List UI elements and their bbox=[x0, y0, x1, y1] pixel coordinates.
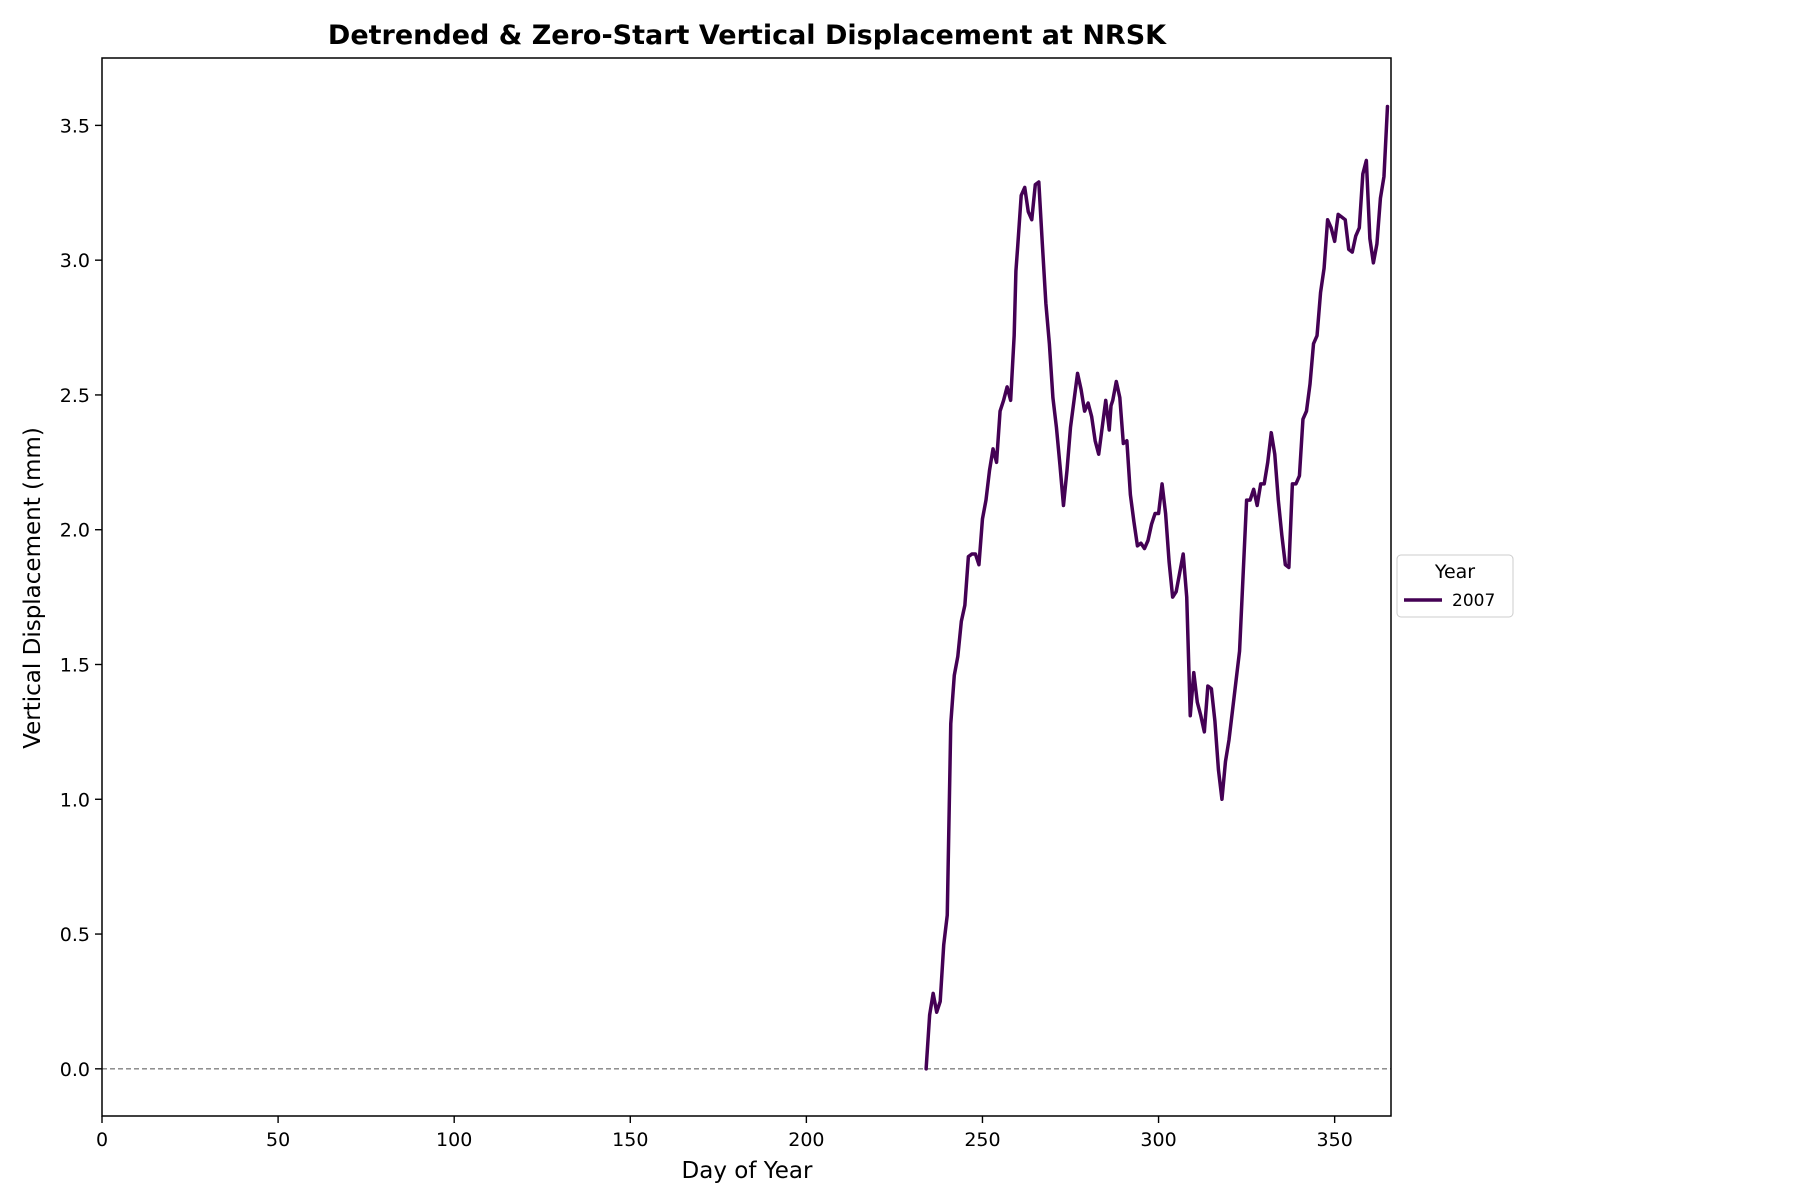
x-tick-label: 150 bbox=[612, 1129, 648, 1151]
x-tick-label: 300 bbox=[1140, 1129, 1176, 1151]
y-tick-label: 3.5 bbox=[60, 115, 90, 137]
legend-title: Year bbox=[1434, 561, 1475, 583]
y-axis-label: Vertical Displacement (mm) bbox=[20, 427, 46, 749]
y-tick-label: 0.5 bbox=[60, 924, 90, 946]
legend-label: 2007 bbox=[1452, 591, 1495, 611]
x-tick-label: 200 bbox=[788, 1129, 824, 1151]
x-tick-label: 350 bbox=[1317, 1129, 1353, 1151]
y-tick-label: 0.0 bbox=[60, 1059, 90, 1081]
chart-title: Detrended & Zero-Start Vertical Displace… bbox=[328, 20, 1167, 51]
legend: Year 2007 bbox=[1396, 554, 1514, 618]
axis-ticks: 0 50 100 150 200 250 300 350 0.0 0.5 1.0 1.5 2.0 2.5 3… bbox=[60, 115, 1353, 1151]
x-axis-label: Day of Year bbox=[682, 1158, 813, 1184]
x-tick-label: 0 bbox=[96, 1129, 108, 1151]
plot-area bbox=[101, 57, 1392, 1117]
series-line-2007 bbox=[924, 104, 1390, 1071]
y-tick-label: 2.5 bbox=[60, 385, 90, 407]
axes-frame bbox=[101, 57, 1392, 1117]
x-tick-label: 50 bbox=[266, 1129, 290, 1151]
x-tick-label: 250 bbox=[964, 1129, 1000, 1151]
y-tick-label: 3.0 bbox=[60, 250, 90, 272]
y-tick-label: 2.0 bbox=[60, 520, 90, 542]
y-tick-label: 1.0 bbox=[60, 789, 90, 811]
x-tick-label: 100 bbox=[436, 1129, 472, 1151]
y-tick-label: 1.5 bbox=[60, 654, 90, 676]
